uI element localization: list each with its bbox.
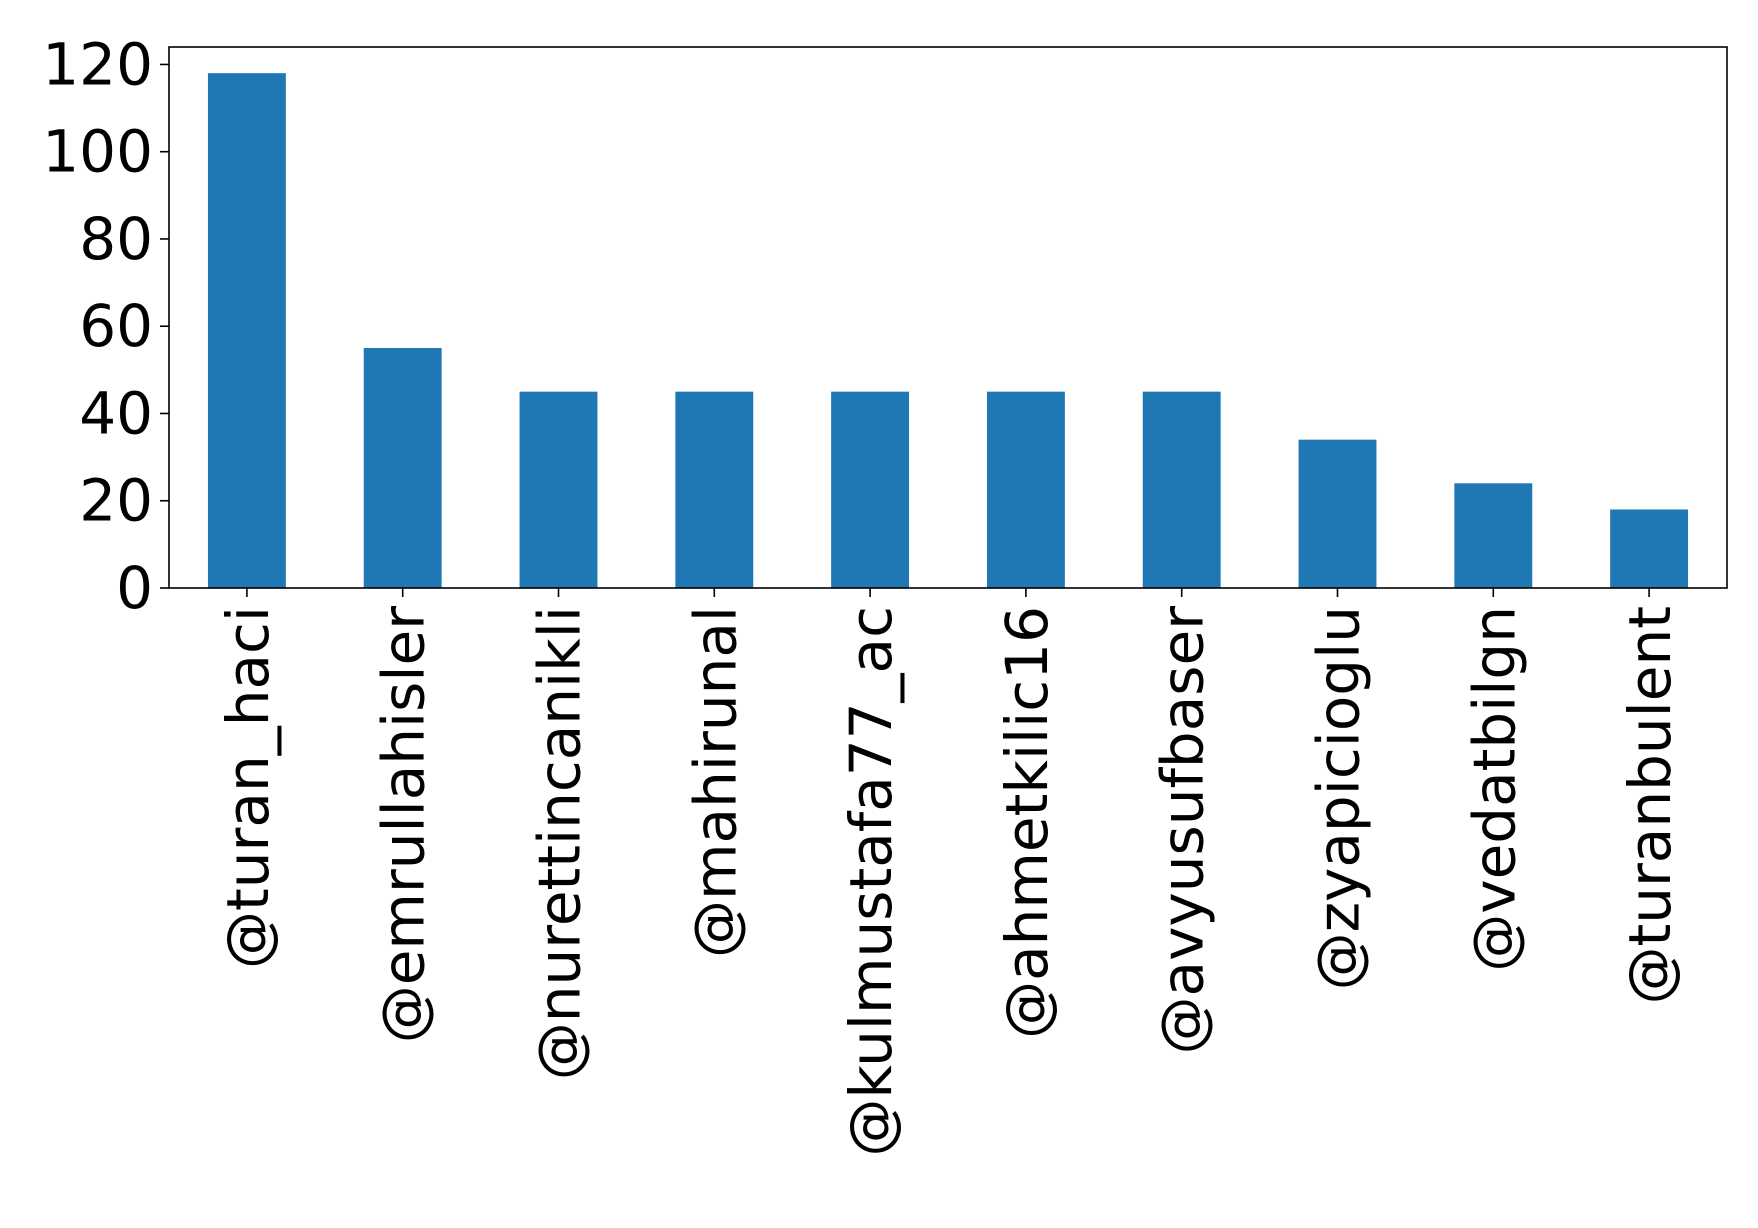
y-tick-label-1: 20 bbox=[79, 467, 153, 535]
x-tick-label-5: @ahmetkilic16 bbox=[993, 606, 1061, 1039]
bar-2 bbox=[519, 391, 598, 588]
x-tick-label-0: @turan_haci bbox=[214, 606, 282, 969]
plot-frame bbox=[168, 46, 1728, 589]
y-tick-label-6: 120 bbox=[42, 30, 153, 98]
bar-9 bbox=[1610, 509, 1689, 588]
y-tick-label-2: 40 bbox=[79, 379, 153, 447]
bar-1 bbox=[363, 348, 442, 588]
bar-4 bbox=[831, 391, 910, 588]
y-axis: 0 20 40 60 80 100 120 bbox=[42, 30, 169, 622]
x-axis: @turan_haci @emrullahisler @nurettincanikl… bbox=[214, 588, 1684, 1157]
x-tick-label-8: @vedatbilgn bbox=[1460, 606, 1528, 972]
bar-8 bbox=[1454, 483, 1533, 588]
y-tick-label-4: 80 bbox=[79, 205, 153, 273]
y-tick-label-5: 100 bbox=[42, 118, 153, 186]
x-tick-label-4: @kulmustafa77_ac bbox=[837, 606, 905, 1157]
x-tick-label-6: @avyusufbaser bbox=[1149, 606, 1217, 1055]
bar-7 bbox=[1298, 439, 1377, 588]
x-tick-label-3: @mahirunal bbox=[681, 606, 749, 958]
bar-5 bbox=[986, 391, 1065, 588]
y-tick-label-0: 0 bbox=[116, 554, 153, 622]
x-tick-label-7: @zyapicioglu bbox=[1305, 606, 1373, 990]
x-tick-label-9: @turanbulent bbox=[1616, 606, 1684, 1005]
bar-0 bbox=[207, 73, 286, 589]
y-tick-label-3: 60 bbox=[79, 292, 153, 360]
bar-3 bbox=[675, 391, 754, 588]
x-tick-label-1: @emrullahisler bbox=[370, 606, 438, 1043]
x-tick-label-2: @nurettincanikli bbox=[526, 606, 594, 1080]
bar-6 bbox=[1142, 391, 1221, 588]
bars-group bbox=[207, 73, 1689, 589]
